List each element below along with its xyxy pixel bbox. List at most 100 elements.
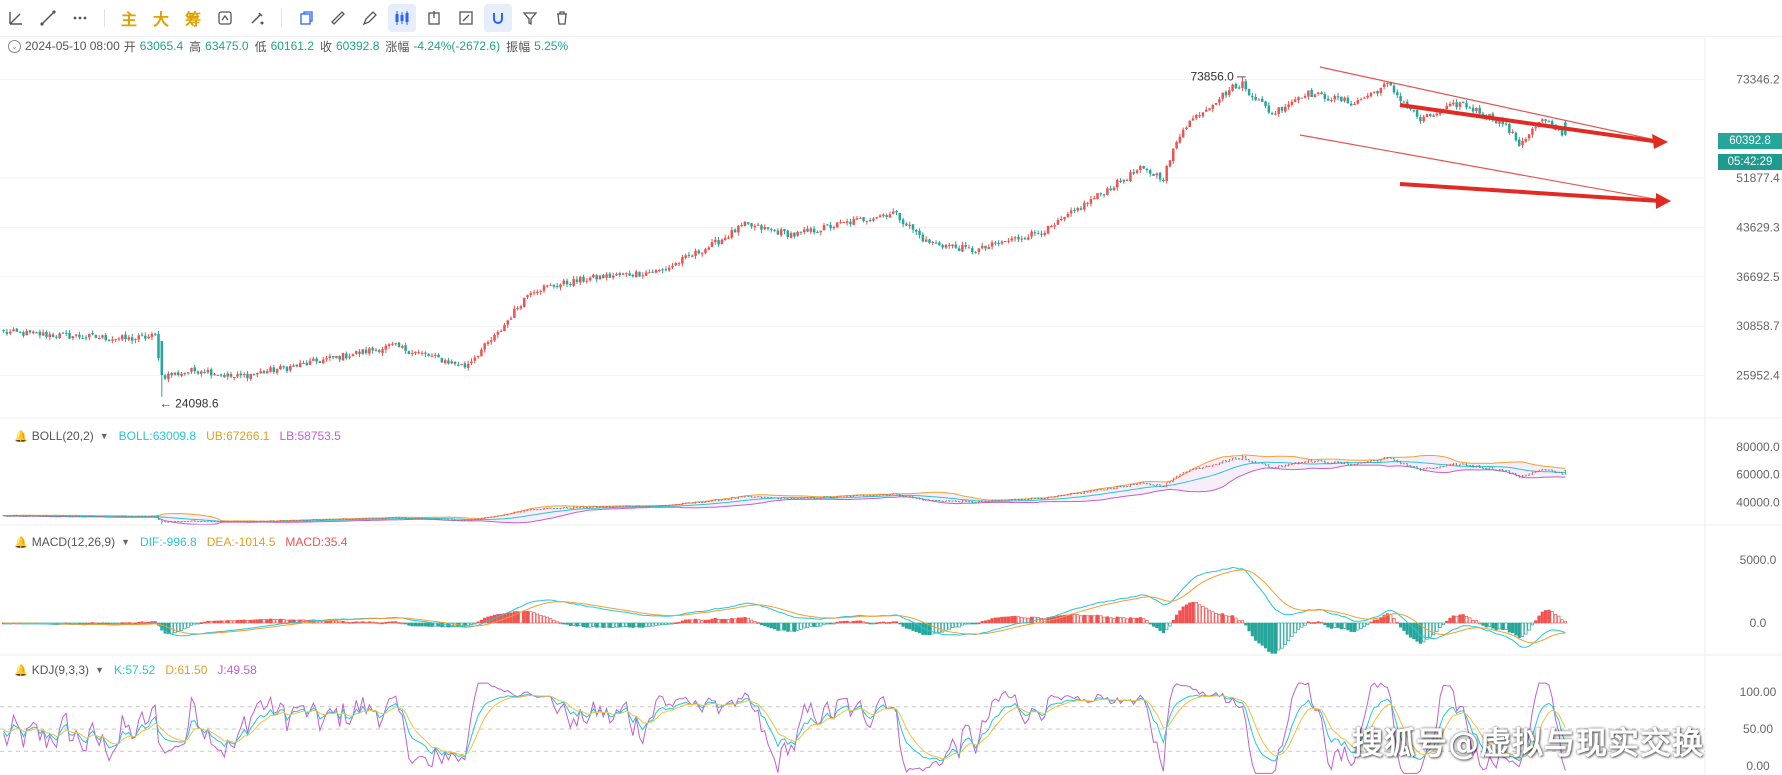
macd-histogram-bar <box>667 622 671 625</box>
filter-icon[interactable] <box>516 4 544 32</box>
macd-histogram-bar <box>1547 609 1551 624</box>
alert-bell-icon[interactable]: 🔔 <box>14 664 28 677</box>
trendline-tool-icon[interactable] <box>34 4 62 32</box>
macd-histogram-bar <box>792 622 796 632</box>
macd-histogram-bar <box>1109 617 1113 624</box>
macd-histogram-bar <box>219 620 223 624</box>
macd-histogram-bar <box>723 618 727 624</box>
macd-indicator-name[interactable]: MACD(12,26,9) <box>31 535 116 549</box>
macd-histogram-bar <box>1118 617 1123 624</box>
candle-body <box>994 242 997 244</box>
alert-bell-icon[interactable]: 🔔 <box>14 430 28 443</box>
boll-indicator-name[interactable]: BOLL(20,2) <box>31 429 94 443</box>
macd-histogram-bar <box>143 621 147 624</box>
collapse-icon[interactable]: ⌄ <box>8 39 21 53</box>
macd-histogram-bar <box>114 622 118 625</box>
macd-histogram-bar <box>1102 616 1106 624</box>
macd-histogram-bar <box>245 620 250 624</box>
candle-body <box>1303 95 1307 98</box>
macd-histogram-bar <box>901 622 905 627</box>
candle-body <box>150 334 154 337</box>
magnet-icon[interactable] <box>484 4 512 32</box>
compare-icon[interactable] <box>211 4 239 32</box>
candle-body <box>1465 102 1468 108</box>
candle-body <box>799 231 803 233</box>
edit-icon[interactable] <box>452 4 480 32</box>
candle-body <box>1310 89 1313 98</box>
macd-histogram-bar <box>1148 622 1152 625</box>
macd-histogram-bar <box>1379 617 1383 624</box>
macd-histogram-bar <box>1086 615 1090 624</box>
dropdown-arrow-icon[interactable]: ▼ <box>99 431 109 441</box>
candle-body <box>124 334 127 340</box>
candle-body <box>611 275 615 278</box>
copy-icon[interactable] <box>292 4 320 32</box>
macd-histogram-bar <box>707 619 711 624</box>
candle-body <box>1185 127 1188 130</box>
candle-body <box>223 374 226 377</box>
alert-bell-icon[interactable]: 🔔 <box>14 536 28 549</box>
delete-icon[interactable] <box>548 4 576 32</box>
macd-histogram-bar <box>1013 615 1017 624</box>
kdj-indicator-name[interactable]: KDJ(9,3,3) <box>31 663 90 677</box>
large-order-button[interactable]: 大 <box>152 10 169 29</box>
dropdown-arrow-icon[interactable]: ▼ <box>121 537 130 547</box>
macd-histogram-bar <box>193 622 197 625</box>
main-force-button[interactable]: 主 <box>120 10 137 29</box>
candle-body <box>763 226 766 230</box>
ray-tool-icon[interactable] <box>2 4 30 32</box>
macd-histogram-bar <box>908 622 912 630</box>
macd-histogram-bar <box>875 622 879 625</box>
macd-histogram-bar <box>377 622 381 625</box>
candle-body <box>651 271 654 273</box>
macd-histogram-bar <box>1540 611 1544 624</box>
candle-body <box>967 247 971 249</box>
candle-body <box>516 308 519 310</box>
candle-type-icon[interactable] <box>388 4 416 32</box>
macd-histogram-bar <box>404 622 408 625</box>
countdown-tag: 05:42:29 <box>1718 154 1782 170</box>
candle-body <box>318 361 322 364</box>
brush-icon[interactable] <box>243 4 271 32</box>
macd-histogram-bar <box>1343 622 1347 629</box>
candle-body <box>898 212 902 221</box>
candle-body <box>1214 103 1218 105</box>
candle-body <box>839 222 842 224</box>
ruler-icon[interactable] <box>324 4 352 32</box>
more-tools-icon[interactable] <box>66 4 94 32</box>
candle-body <box>1063 217 1066 220</box>
candle-body <box>1300 97 1304 99</box>
pen-icon[interactable] <box>356 4 384 32</box>
macd-histogram-bar <box>766 622 770 628</box>
candle-body <box>354 351 358 354</box>
macd-histogram-bar <box>1310 622 1314 625</box>
macd-histogram-bar <box>1524 622 1528 635</box>
candle-body <box>1307 90 1310 97</box>
candle-body <box>578 276 582 283</box>
candle-body <box>35 332 38 334</box>
candle-body <box>1195 114 1198 119</box>
macd-histogram-bar <box>1191 601 1195 624</box>
macd-histogram-bar <box>1286 622 1291 642</box>
candle-body <box>895 210 898 213</box>
price-tick-label: 36692.5 <box>1736 270 1780 284</box>
candle-body <box>1053 225 1056 227</box>
export-icon[interactable] <box>420 4 448 32</box>
candle-body <box>1544 119 1547 122</box>
candle-body <box>236 374 239 377</box>
candle-body <box>1043 233 1047 235</box>
candle-body <box>486 342 490 344</box>
macd-histogram-bar <box>147 621 151 624</box>
macd-histogram-bar <box>1306 621 1310 624</box>
macd-histogram-bar <box>469 622 474 625</box>
candle-body <box>1280 106 1284 111</box>
macd-histogram-bar <box>1471 619 1475 624</box>
macd-histogram-bar <box>133 622 138 625</box>
close-label: 收 <box>319 39 332 54</box>
candle-body <box>292 365 295 367</box>
candle-body <box>55 336 58 338</box>
dropdown-arrow-icon[interactable]: ▼ <box>95 665 104 675</box>
chip-distribution-button[interactable]: 筹 <box>184 10 201 29</box>
macd-histogram-bar <box>516 611 520 624</box>
